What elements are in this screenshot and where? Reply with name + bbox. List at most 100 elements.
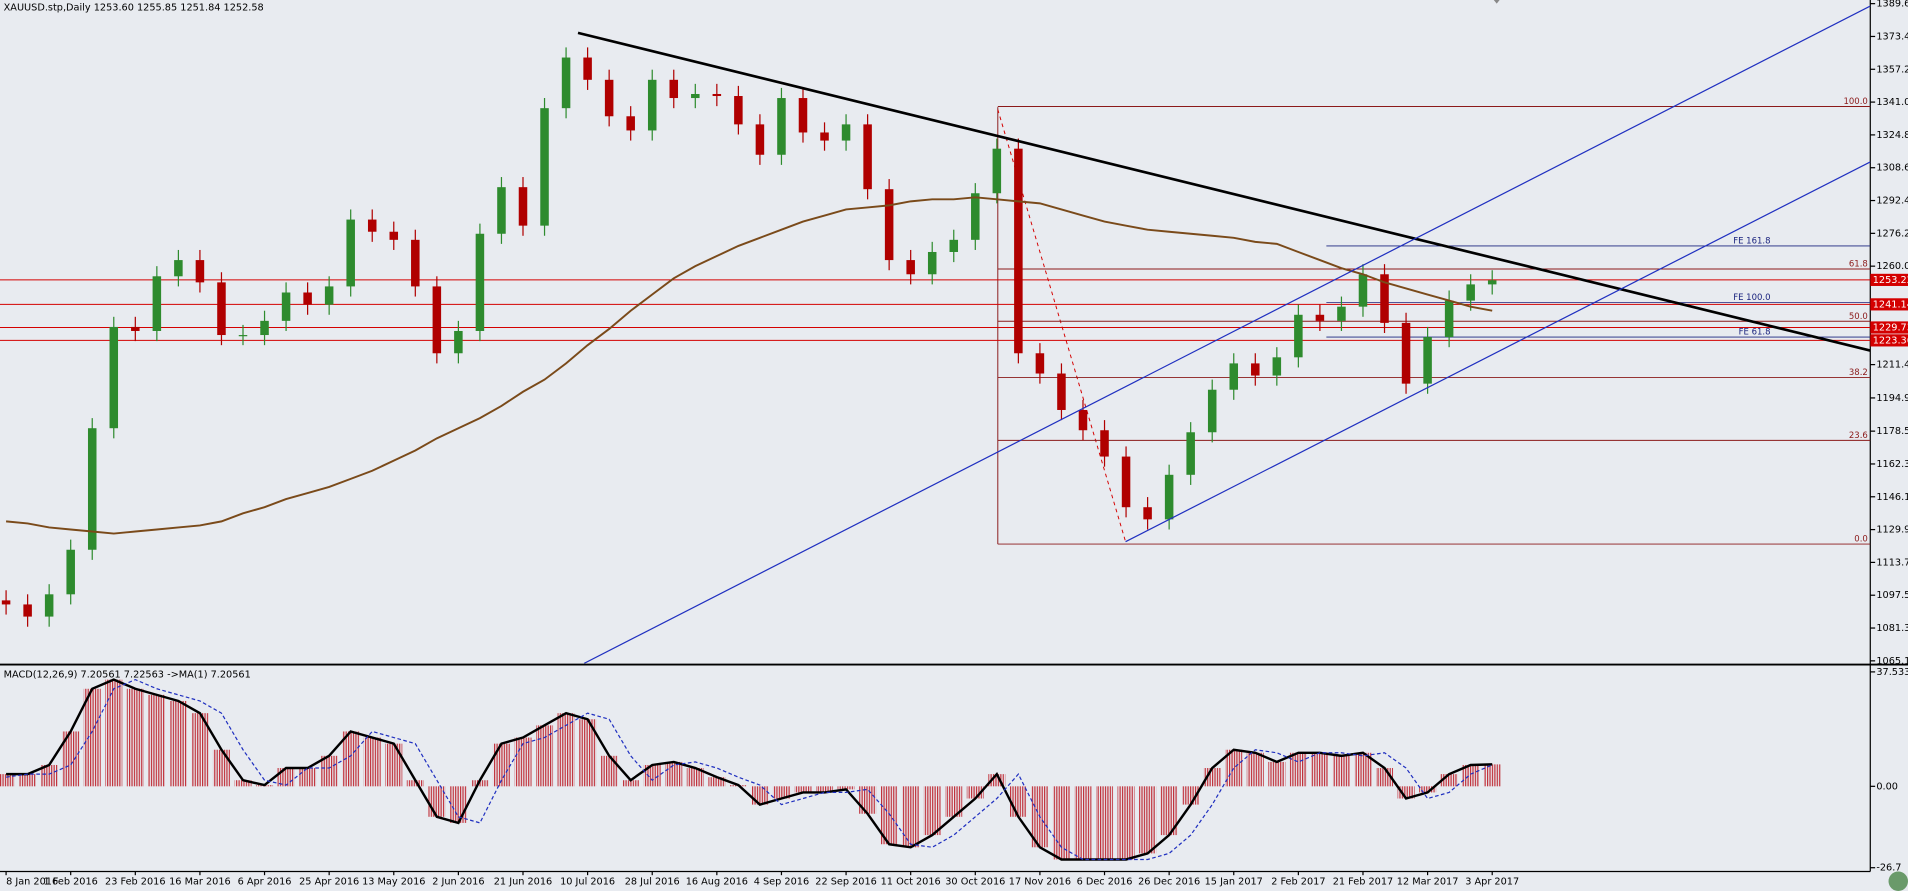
macd-bar xyxy=(385,743,403,787)
candle-body xyxy=(497,187,506,234)
candle-body xyxy=(66,549,75,595)
candle-body xyxy=(367,219,377,232)
macd-bar xyxy=(1246,752,1264,787)
candle-body xyxy=(540,108,549,226)
candle-body xyxy=(1100,430,1109,457)
x-tick-label: 2 Feb 2017 xyxy=(1271,876,1325,887)
y-tick-label: 1211.40 xyxy=(1876,360,1908,371)
x-tick-label: 6 Apr 2016 xyxy=(238,876,292,887)
candle-body xyxy=(1121,456,1131,508)
candle-body xyxy=(949,239,959,252)
candle-body xyxy=(820,132,829,141)
x-tick-label: 4 Sep 2016 xyxy=(754,876,809,887)
candle-body xyxy=(604,79,614,117)
macd-bar xyxy=(794,786,812,793)
y-tick-label: 1129.95 xyxy=(1876,525,1908,536)
macd-bar xyxy=(643,764,661,787)
candle-body xyxy=(755,124,765,155)
macd-bar xyxy=(342,731,360,787)
x-tick-label: 6 Dec 2016 xyxy=(1077,876,1133,887)
macd-bar xyxy=(1225,749,1243,787)
x-tick-label: 23 Feb 2016 xyxy=(105,876,165,887)
candle-body xyxy=(626,116,635,131)
candle-body xyxy=(1337,306,1346,321)
y-tick-label: 1065.15 xyxy=(1876,656,1908,667)
fib-label: 50.0 xyxy=(1849,312,1868,322)
candle-body xyxy=(1487,280,1497,285)
macd-bar xyxy=(126,688,144,787)
macd-bar xyxy=(880,786,898,845)
macd-bar xyxy=(363,737,381,787)
macd-bar xyxy=(1009,786,1027,817)
candle-body xyxy=(87,428,97,550)
price-level-label: 1223.36 xyxy=(1873,335,1908,346)
signal-line xyxy=(5,678,1493,861)
macd-bar xyxy=(40,764,58,787)
x-tick-label: 1 Feb 2016 xyxy=(44,876,98,887)
candle-body xyxy=(1444,300,1454,338)
price-level-label: 1241.14 xyxy=(1873,299,1908,310)
candle-body xyxy=(1035,353,1045,374)
macd-bar xyxy=(1268,761,1286,787)
x-tick-label: 25 Apr 2016 xyxy=(299,876,359,887)
macd-bar xyxy=(772,786,790,799)
candle-body xyxy=(992,148,1002,194)
x-tick-label: 8 Jan 2016 xyxy=(6,876,58,887)
symbol: XAUUSD.stp,Daily xyxy=(4,2,91,13)
macd-bar xyxy=(19,774,37,787)
macd-bar xyxy=(0,774,15,787)
candle-body xyxy=(411,239,420,287)
macd-bar xyxy=(902,786,920,848)
macd-bar xyxy=(557,713,575,787)
candle-body xyxy=(1294,314,1303,358)
candle-body xyxy=(475,233,485,331)
price-level-label: 1253.22 xyxy=(1873,275,1908,286)
x-tick-label: 28 Jul 2016 xyxy=(625,876,680,887)
macd-bar xyxy=(1074,786,1092,860)
macd-bar xyxy=(320,755,338,787)
trend-line xyxy=(577,31,1871,352)
fib-label: 61.8 xyxy=(1849,260,1868,270)
price-level-box xyxy=(1870,273,1908,286)
candle-body xyxy=(1207,389,1217,433)
macd-line xyxy=(6,678,1493,861)
macd-bar xyxy=(686,768,704,787)
macd-bar xyxy=(1311,752,1329,787)
candle-body xyxy=(260,320,269,336)
candle-body xyxy=(884,189,894,261)
marker xyxy=(1493,0,1500,4)
candle-body xyxy=(841,124,851,141)
candle-body xyxy=(927,251,937,275)
candle-body xyxy=(152,276,162,331)
macd-bar xyxy=(62,731,80,787)
candle-body xyxy=(1272,357,1282,376)
chart-header: XAUUSD.stp,Daily 1253.60 1255.85 1251.84… xyxy=(4,2,264,13)
candle-body xyxy=(561,57,571,109)
candle-body xyxy=(1078,409,1088,431)
candle-body xyxy=(1186,432,1195,475)
macd-bar xyxy=(622,780,640,787)
y-tick-label: 1357.20 xyxy=(1876,64,1908,75)
y-tick-label: 1324.80 xyxy=(1876,130,1908,141)
macd-bar xyxy=(1483,764,1501,787)
candle-body xyxy=(131,326,140,331)
macd-bar xyxy=(600,755,618,787)
candle-body xyxy=(906,260,915,275)
x-tick-label: 13 May 2016 xyxy=(362,876,425,887)
y-tick-label: 1178.55 xyxy=(1876,426,1908,437)
y-tick-label: 1308.60 xyxy=(1876,163,1908,174)
x-tick-label: 16 Mar 2016 xyxy=(169,876,231,887)
y-tick-label: -26.7 xyxy=(1876,863,1901,874)
candle-body xyxy=(1,600,11,605)
y-tick-label: 1146.15 xyxy=(1876,492,1908,503)
x-tick-label: 15 Jan 2017 xyxy=(1205,876,1263,887)
macd-bar xyxy=(816,786,834,793)
price-panel: 100.0 61.8 50.0 38.2 23.6 0.0 FE 161.8 FE 100.0… xyxy=(0,47,1871,627)
macd-bar xyxy=(1117,786,1135,860)
candle-body xyxy=(863,124,872,190)
candle-body xyxy=(647,79,657,131)
candle-body xyxy=(346,219,355,287)
drawings xyxy=(577,5,1871,664)
macd-bar xyxy=(234,780,252,787)
